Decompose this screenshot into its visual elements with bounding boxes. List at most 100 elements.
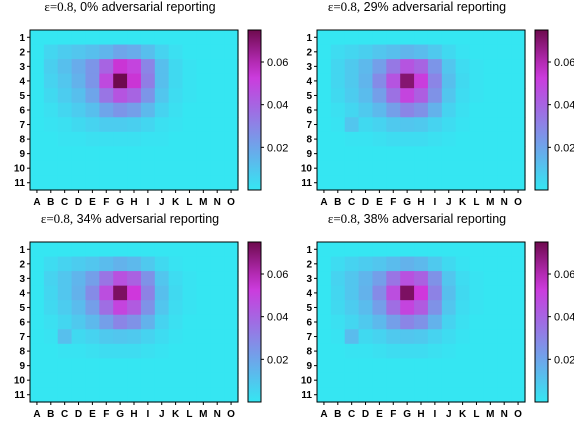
- heatmap-cell: [85, 59, 100, 75]
- heatmap-cell: [99, 300, 114, 316]
- heatmap-cell: [497, 285, 512, 301]
- heatmap-cell: [372, 131, 387, 147]
- heatmap-cell: [224, 160, 239, 177]
- heatmap-cell: [317, 372, 332, 389]
- heatmap-cell: [85, 343, 100, 359]
- heatmap-cell: [400, 358, 415, 374]
- heatmap-cell: [196, 358, 211, 374]
- heatmap-cell: [386, 343, 401, 359]
- heatmap-cell: [210, 285, 225, 301]
- x-tick-label: C: [348, 197, 355, 208]
- heatmap-cell: [196, 314, 211, 330]
- heatmap-cell: [358, 102, 374, 118]
- heatmap-cell: [57, 256, 73, 272]
- heatmap-cell: [168, 387, 184, 403]
- heatmap-cell: [358, 358, 374, 374]
- heatmap-cell: [99, 88, 114, 104]
- heatmap-cell: [71, 358, 87, 374]
- colorbar-tick-label: 0.02: [554, 142, 574, 154]
- heatmap-cell: [182, 59, 197, 75]
- heatmap-cell: [140, 387, 156, 403]
- heatmap-cell: [99, 343, 114, 359]
- heatmap-cell: [127, 88, 142, 104]
- heatmap-cell: [182, 329, 197, 345]
- heatmap-cell: [99, 44, 114, 60]
- heatmap-cell: [441, 242, 457, 258]
- x-tick-label: J: [446, 409, 452, 420]
- heatmap-cell: [414, 131, 429, 147]
- heatmap-cell: [168, 343, 184, 359]
- heatmap-cell: [427, 329, 443, 345]
- heatmap-cell: [85, 30, 100, 46]
- heatmap-cell: [30, 271, 45, 287]
- heatmap-cell: [43, 329, 59, 345]
- heatmap-cell: [344, 387, 360, 403]
- heatmap-cell: [497, 44, 512, 60]
- heatmap-cell: [43, 117, 59, 133]
- heatmap-cell: [344, 242, 360, 258]
- y-tick-label: 3: [306, 62, 312, 73]
- heatmap-cell: [511, 329, 526, 345]
- heatmap-cell: [330, 160, 346, 177]
- heatmap-cell: [511, 256, 526, 272]
- heatmap-cell: [224, 256, 239, 272]
- heatmap-cell: [372, 314, 387, 330]
- heatmap-cell: [99, 271, 114, 287]
- x-tick-label: N: [214, 409, 221, 420]
- heatmap-cell: [210, 102, 225, 118]
- heatmap-cell: [427, 343, 443, 359]
- heatmap-cell: [344, 117, 360, 133]
- heatmap-cell: [154, 73, 170, 89]
- heatmap-cell: [182, 44, 197, 60]
- heatmap-cell: [140, 88, 156, 104]
- heatmap-cell: [224, 146, 239, 162]
- heatmap-cell: [113, 117, 128, 133]
- x-tick-label: A: [33, 409, 40, 420]
- heatmap-cell: [483, 242, 498, 258]
- x-tick-label: E: [376, 197, 383, 208]
- heatmap-cell: [224, 131, 239, 147]
- heatmap-cell: [127, 175, 142, 191]
- heatmap-cell: [511, 88, 526, 104]
- heatmap-cell: [469, 387, 484, 403]
- y-tick-label: 3: [306, 274, 312, 285]
- heatmap-cell: [344, 372, 360, 389]
- heatmap-cell: [483, 73, 498, 89]
- heatmap-cell: [386, 146, 401, 162]
- heatmap-cell: [400, 160, 415, 177]
- heatmap-cell: [224, 44, 239, 60]
- heatmap-cell: [196, 300, 211, 316]
- x-tick-label: G: [403, 409, 411, 420]
- x-tick-label: D: [75, 409, 82, 420]
- heatmap-cell: [57, 329, 73, 345]
- heatmap-cell: [57, 88, 73, 104]
- heatmap-cell: [497, 271, 512, 287]
- heatmap-cell: [127, 102, 142, 118]
- heatmap-cell: [358, 314, 374, 330]
- heatmap-cell: [441, 160, 457, 177]
- x-tick-label: B: [47, 409, 54, 420]
- heatmap-cell: [182, 285, 197, 301]
- heatmap-cell: [386, 131, 401, 147]
- y-tick-label: 6: [19, 318, 25, 329]
- heatmap-cell: [30, 329, 45, 345]
- heatmap-cell: [441, 44, 457, 60]
- heatmap-cell: [497, 314, 512, 330]
- heatmap-cell: [441, 59, 457, 75]
- heatmap-cell: [400, 131, 415, 147]
- heatmap-cell: [182, 242, 197, 258]
- x-tick-label: B: [334, 409, 341, 420]
- heatmap-cell: [400, 242, 415, 258]
- heatmap-cell: [344, 329, 360, 345]
- heatmap-cell: [99, 30, 114, 46]
- heatmap-cell: [182, 131, 197, 147]
- heatmap-cell: [99, 59, 114, 75]
- heatmap-cell: [386, 88, 401, 104]
- heatmap-cell: [386, 160, 401, 177]
- heatmap-cell: [113, 44, 128, 60]
- heatmap-cell: [497, 242, 512, 258]
- y-tick-label: 2: [19, 47, 25, 58]
- heatmap-cell: [168, 88, 184, 104]
- x-tick-label: A: [320, 197, 327, 208]
- heatmap-cell: [57, 314, 73, 330]
